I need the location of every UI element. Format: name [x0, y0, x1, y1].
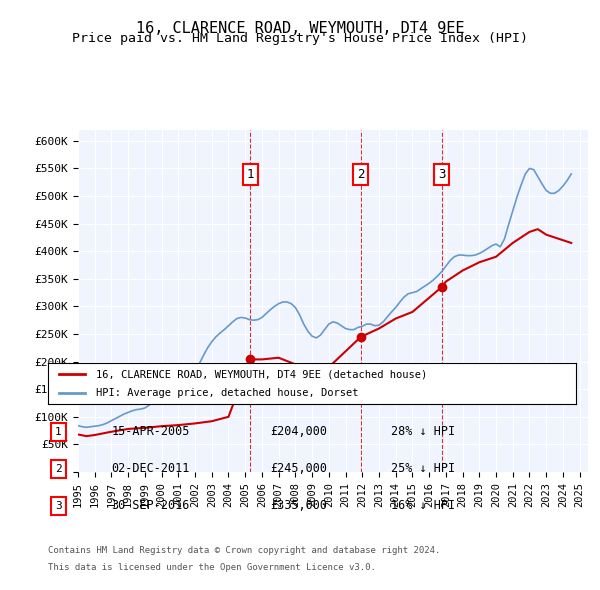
Text: 02-DEC-2011: 02-DEC-2011	[112, 462, 190, 476]
Text: 16, CLARENCE ROAD, WEYMOUTH, DT4 9EE: 16, CLARENCE ROAD, WEYMOUTH, DT4 9EE	[136, 21, 464, 35]
Text: Price paid vs. HM Land Registry's House Price Index (HPI): Price paid vs. HM Land Registry's House …	[72, 32, 528, 45]
Text: 2: 2	[357, 168, 365, 181]
Text: 15-APR-2005: 15-APR-2005	[112, 425, 190, 438]
Text: £335,000: £335,000	[270, 499, 327, 512]
Text: 3: 3	[55, 501, 62, 511]
Text: £245,000: £245,000	[270, 462, 327, 476]
Text: 25% ↓ HPI: 25% ↓ HPI	[391, 462, 455, 476]
Text: This data is licensed under the Open Government Licence v3.0.: This data is licensed under the Open Gov…	[48, 563, 376, 572]
Text: 1: 1	[55, 427, 62, 437]
Text: £204,000: £204,000	[270, 425, 327, 438]
Text: 1: 1	[247, 168, 254, 181]
Text: 3: 3	[438, 168, 445, 181]
Text: Contains HM Land Registry data © Crown copyright and database right 2024.: Contains HM Land Registry data © Crown c…	[48, 546, 440, 555]
Text: 28% ↓ HPI: 28% ↓ HPI	[391, 425, 455, 438]
Text: 16% ↓ HPI: 16% ↓ HPI	[391, 499, 455, 512]
Text: 2: 2	[55, 464, 62, 474]
Text: 30-SEP-2016: 30-SEP-2016	[112, 499, 190, 512]
Text: 16, CLARENCE ROAD, WEYMOUTH, DT4 9EE (detached house): 16, CLARENCE ROAD, WEYMOUTH, DT4 9EE (de…	[95, 369, 427, 379]
Text: HPI: Average price, detached house, Dorset: HPI: Average price, detached house, Dors…	[95, 388, 358, 398]
